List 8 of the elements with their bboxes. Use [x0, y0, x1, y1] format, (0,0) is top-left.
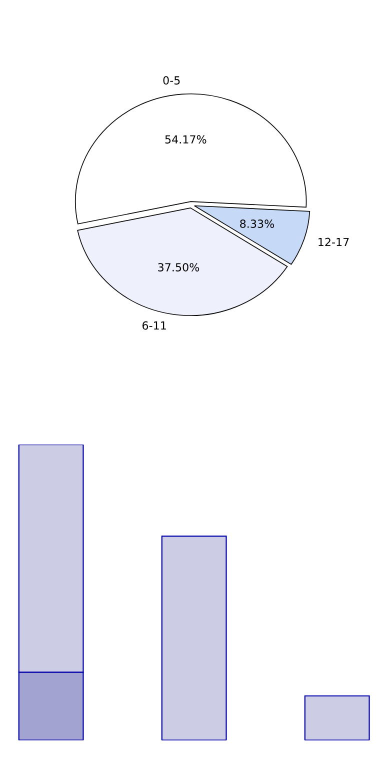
slice-label: 12-17 [318, 238, 349, 246]
slice-label: 0-5 [163, 76, 180, 85]
data-label: 54.17% [165, 135, 206, 144]
slice-label: 6-11 [142, 321, 166, 330]
bar [161, 536, 227, 740]
data-label: 8.33% [240, 220, 274, 228]
data-label: 37.50% [158, 263, 200, 272]
bar [304, 695, 370, 740]
